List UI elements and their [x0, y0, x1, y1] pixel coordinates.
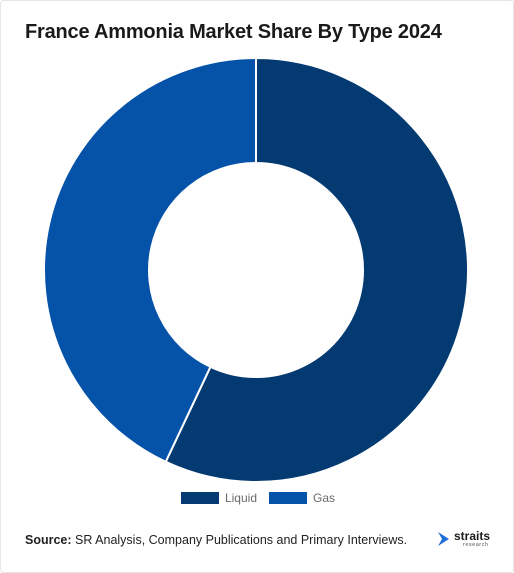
donut-slice-liquid[interactable] — [164, 56, 469, 483]
chart-title: France Ammonia Market Share By Type 2024 — [25, 21, 442, 43]
legend-label-gas: Gas — [313, 491, 336, 505]
legend-item-liquid[interactable]: Liquid — [180, 491, 257, 505]
legend-swatch-liquid — [180, 492, 219, 504]
donut-chart — [43, 56, 469, 483]
source-text: SR Analysis, Company Publications and Pr… — [71, 533, 408, 547]
chart-legend: Liquid Gas — [1, 491, 514, 505]
legend-label-liquid: Liquid — [224, 491, 257, 505]
donut-slice-gas[interactable] — [43, 56, 257, 464]
legend-item-gas[interactable]: Gas — [269, 491, 335, 505]
straits-logo-icon — [438, 532, 449, 546]
straits-logo: straits research — [437, 529, 497, 551]
logo-wordmark: straits — [454, 529, 491, 543]
legend-swatch-gas — [269, 492, 307, 504]
source-note: Source: SR Analysis, Company Publication… — [25, 533, 407, 547]
logo-subtitle: research — [463, 542, 489, 548]
source-label: Source: — [25, 533, 72, 547]
